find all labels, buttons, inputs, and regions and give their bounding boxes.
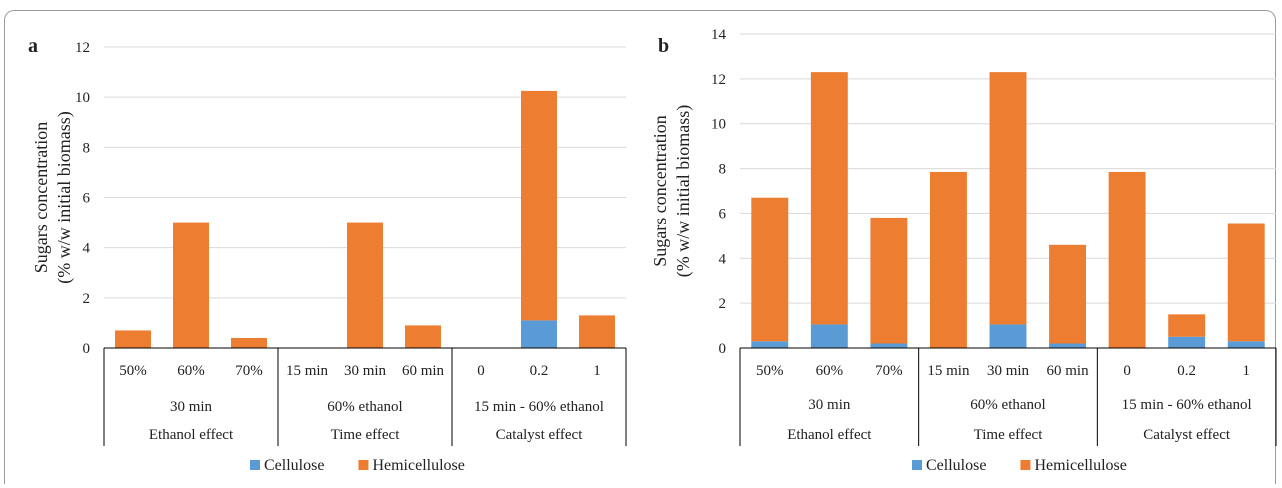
panel-b-y-tick-label: 2 [719, 296, 727, 312]
panel-a-effect-label: Catalyst effect [496, 427, 584, 443]
panel-b-y-tick-label: 12 [711, 72, 726, 88]
panel-a-y-tick-label: 10 [75, 90, 90, 106]
panel-a-category-label: 50% [119, 363, 147, 379]
panel-a-legend-swatch [358, 460, 369, 470]
panel-a-category-label: 70% [235, 363, 263, 379]
panel-a-legend-swatch [250, 460, 260, 470]
panel-a-category-label: 0.2 [530, 363, 549, 379]
panel-a-category-label: 15 min [286, 363, 329, 379]
panel-b-y-tick-label: 8 [719, 162, 727, 178]
panel-a-effect-label: Ethanol effect [149, 427, 234, 443]
panel-a-bar-hemicellulose [231, 337, 267, 348]
panel-b-legend-entry: Cellulose [926, 457, 986, 474]
panel-a-group-label: 15 min - 60% ethanol [474, 399, 604, 415]
panel-b-category-label: 0 [1123, 363, 1131, 379]
panel-b-category-label: 70% [875, 363, 903, 379]
panel-b-bar-cellulose [1168, 336, 1206, 348]
panel-b-bar-hemicellulose [810, 72, 848, 325]
panel-a-group-label: 30 min [170, 399, 213, 415]
panel-a-y-tick-label: 6 [83, 191, 91, 207]
panel-a-bar-hemicellulose [405, 325, 441, 348]
panel-b-bar-hemicellulose [929, 171, 967, 348]
panel-a-bar-hemicellulose [347, 222, 383, 348]
figure-frame [4, 10, 1276, 484]
panel-b-bar-hemicellulose [1168, 314, 1206, 337]
panel-a-category-label: 0 [477, 363, 485, 379]
panel-a-y-tick-label: 12 [75, 40, 90, 56]
panel-b-category-label: 30 min [987, 363, 1030, 379]
panel-b-category-label: 15 min [927, 363, 970, 379]
panel-a-category-label: 1 [593, 363, 601, 379]
panel-a-y-tick-label: 4 [83, 241, 91, 257]
panel-b-category-label: 0.2 [1177, 363, 1196, 379]
panel-a-y-tick-label: 8 [83, 140, 91, 156]
panel-b-category-label: 60% [816, 363, 844, 379]
panel-b-group-label: 15 min - 60% ethanol [1122, 397, 1252, 413]
panel-b-y-tick-label: 14 [711, 27, 727, 43]
panel-a-bar-hemicellulose [521, 90, 557, 321]
panel-a-legend-entry: Cellulose [264, 457, 324, 474]
panel-a-y-axis-label: (% w/w initial biomass) [54, 111, 75, 283]
panel-b-y-tick-label: 6 [719, 206, 727, 222]
panel-b-effect-label: Time effect [974, 427, 1044, 443]
panel-a-category-label: 60 min [402, 363, 445, 379]
panel-b-y-tick-label: 0 [719, 341, 727, 357]
panel-a-category-label: 30 min [344, 363, 387, 379]
panel-b-effect-label: Catalyst effect [1143, 427, 1231, 443]
panel-b-category-label: 50% [756, 363, 784, 379]
panel-b-bar-hemicellulose [1108, 171, 1146, 348]
panel-b-panel-letter: b [658, 35, 669, 57]
panel-a-effect-label: Time effect [331, 427, 401, 443]
panel-b-bar-hemicellulose [870, 217, 908, 344]
panel-a-category-label: 60% [177, 363, 205, 379]
panel-b-bar-hemicellulose [1049, 244, 1087, 344]
panel-b-legend-swatch [1020, 460, 1031, 470]
panel-b-group-label: 30 min [808, 397, 851, 413]
panel-a-y-tick-label: 2 [83, 291, 91, 307]
panel-b-bar-hemicellulose [989, 72, 1027, 325]
panel-b-bar-cellulose [751, 341, 789, 348]
panel-b-bar-cellulose [989, 324, 1027, 348]
panel-b-y-axis-label: (% w/w initial biomass) [673, 105, 694, 277]
panel-b-y-tick-label: 10 [711, 117, 726, 133]
panel-a-panel-letter: a [28, 35, 38, 57]
panel-a-y-tick-label: 0 [83, 341, 91, 357]
panel-b-group-label: 60% ethanol [970, 397, 1045, 413]
panel-a-bar-cellulose [521, 320, 557, 348]
panel-a-bar-hemicellulose [579, 315, 615, 348]
panel-b-y-tick-label: 4 [719, 251, 727, 267]
panel-a-bar-hemicellulose [173, 222, 209, 348]
panel-a-y-axis-label: Sugars concentration [31, 122, 51, 273]
panel-b-legend-swatch [912, 460, 922, 470]
panel-a-group-label: 60% ethanol [327, 399, 402, 415]
panel-b-category-label: 1 [1242, 363, 1250, 379]
panel-b-bar-cellulose [1049, 343, 1087, 348]
panel-b-bar-cellulose [870, 343, 908, 348]
panel-b-bar-hemicellulose [751, 197, 789, 342]
panel-b-category-label: 60 min [1047, 363, 1090, 379]
panel-b-bar-cellulose [1227, 341, 1265, 348]
panel-b-bar-hemicellulose [1227, 223, 1265, 342]
panel-b-legend-entry: Hemicellulose [1034, 457, 1126, 474]
panel-b-effect-label: Ethanol effect [787, 427, 872, 443]
panel-a-legend-entry: Hemicellulose [372, 457, 464, 474]
panel-b-bar-cellulose [810, 324, 848, 348]
panel-b-y-axis-label: Sugars concentration [650, 115, 670, 266]
panel-a-bar-hemicellulose [115, 330, 151, 348]
